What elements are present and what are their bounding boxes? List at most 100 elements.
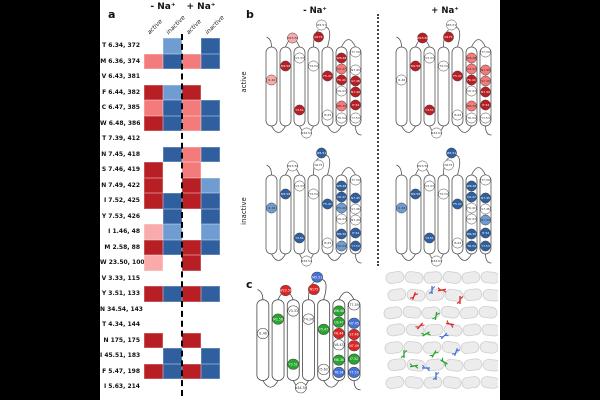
residue-circle-T4.34: T4.34	[302, 313, 315, 325]
svg-text:Y3.51: Y3.51	[289, 362, 298, 366]
heatmap-cell	[182, 379, 201, 395]
svg-text:V6.43: V6.43	[467, 217, 476, 221]
stick-residue	[432, 372, 440, 380]
heatmap-cell	[144, 162, 163, 178]
svg-text:I7.52: I7.52	[482, 103, 490, 107]
svg-text:T7.39: T7.39	[480, 178, 490, 182]
svg-text:V3.33: V3.33	[425, 184, 434, 188]
residue-circle-N175: N175	[308, 283, 320, 295]
heatmap-cell	[201, 177, 220, 193]
svg-text:N7.49: N7.49	[481, 90, 490, 94]
residue-circle-N7.49: N7.49	[348, 340, 360, 352]
svg-text:I7.52: I7.52	[350, 357, 358, 361]
heatmap-cell	[144, 193, 163, 209]
heatmap-cell	[144, 363, 163, 379]
svg-text:W23.50: W23.50	[287, 164, 299, 168]
heatmap-cell	[182, 317, 201, 333]
residue-circle-N175: N175	[443, 159, 454, 171]
heatmap-cell	[182, 332, 201, 348]
col-label-active-1: active	[146, 18, 164, 36]
heatmap-cell	[201, 348, 220, 364]
svg-text:C6.47: C6.47	[334, 320, 344, 324]
svg-text:T4.34: T4.34	[308, 192, 318, 196]
svg-text:W23.50: W23.50	[279, 289, 292, 293]
heatmap-cell	[182, 131, 201, 147]
svg-text:I7.52: I7.52	[352, 231, 360, 235]
svg-text:V3.33: V3.33	[425, 56, 434, 60]
stick-residue	[439, 332, 449, 340]
svg-text:F6.44: F6.44	[337, 78, 345, 82]
heatmap-row-label: M 2.58, 88	[104, 243, 140, 251]
svg-text:M2.58: M2.58	[411, 192, 420, 196]
svg-text:I5.63: I5.63	[320, 368, 328, 372]
panel-b-letter: b	[246, 8, 254, 21]
stick-residue	[432, 311, 440, 321]
residue-circle-I5.63: I5.63	[322, 109, 333, 121]
heatmap-cell	[182, 286, 201, 302]
heatmap-cell	[182, 255, 201, 271]
residue-circle-N175: N175	[313, 159, 324, 171]
svg-text:T6.34: T6.34	[466, 116, 476, 120]
heatmap-row-label: I 45.51, 183	[100, 352, 141, 359]
residue-circle-S7.46: S7.46	[348, 329, 360, 340]
svg-text:T7.39: T7.39	[348, 303, 358, 307]
residue-circle-V3.33: V3.33	[424, 52, 435, 64]
residue-circle-T6.34: T6.34	[336, 240, 347, 252]
svg-text:I1.46: I1.46	[259, 332, 267, 336]
heatmap-row-label: F 5.47, 198	[102, 367, 140, 375]
svg-text:F6.44: F6.44	[334, 332, 343, 336]
svg-text:M6.36: M6.36	[467, 232, 476, 236]
svg-text:W6.48: W6.48	[467, 184, 477, 188]
residue-circle-Y7.53: Y7.53	[480, 112, 491, 124]
svg-text:W6.48: W6.48	[337, 184, 347, 188]
panel-b-header-plus-na: + Na⁺	[431, 6, 459, 16]
stick-residue	[415, 322, 425, 330]
residue-circle-M6.36: M6.36	[466, 100, 477, 112]
residue-circle-F6.44: F6.44	[336, 74, 347, 86]
heatmap-cell	[163, 239, 182, 255]
heatmap-cell	[201, 301, 220, 317]
residue-circle-N7.49: N7.49	[480, 214, 491, 226]
svg-text:T7.39: T7.39	[350, 50, 360, 54]
svg-text:C6.47: C6.47	[337, 195, 346, 199]
residue-circle-T7.39: T7.39	[348, 299, 360, 311]
stick-residue	[456, 296, 464, 304]
residue-circle-F6.44: F6.44	[336, 202, 347, 214]
svg-text:M2.58: M2.58	[411, 64, 420, 68]
svg-text:F5.47: F5.47	[453, 202, 461, 206]
svg-text:M6.36: M6.36	[337, 104, 346, 108]
heatmap-cell	[163, 301, 182, 317]
heatmap-cell	[201, 162, 220, 178]
heatmap-cell	[201, 270, 220, 286]
stick-residue	[440, 357, 448, 367]
heatmap-cell	[163, 53, 182, 69]
heatmap-cell	[163, 131, 182, 147]
svg-text:S7.46: S7.46	[349, 333, 358, 337]
snake-plot-inactive-plus-na: I1.46 M2.58 W23.50 V3.33 Y3.51 N34.54 T4.34 N17…	[395, 147, 492, 267]
svg-text:T7.39: T7.39	[480, 50, 490, 54]
residue-circle-V3.33: V3.33	[287, 305, 300, 317]
svg-text:M2.58: M2.58	[281, 192, 290, 196]
heatmap-cell	[182, 177, 201, 193]
heatmap-cell	[144, 270, 163, 286]
heatmap-cell	[201, 239, 220, 255]
heatmap-row-label: I 5.63, 214	[103, 383, 140, 390]
stick-residue	[409, 363, 419, 369]
svg-text:I45.51: I45.51	[317, 23, 327, 27]
svg-text:N34.54: N34.54	[431, 131, 442, 135]
heatmap-cell	[201, 224, 220, 240]
residue-circle-F6.44: F6.44	[333, 328, 345, 339]
svg-text:N7.49: N7.49	[351, 218, 360, 222]
residue-circle-Y7.53: Y7.53	[480, 240, 491, 252]
residue-circle-F5.47: F5.47	[322, 198, 333, 210]
residue-circle-V6.43: V6.43	[466, 213, 477, 225]
residue-circle-V3.33: V3.33	[294, 180, 305, 192]
heatmap-cell	[182, 146, 201, 162]
residue-circle-W6.48: W6.48	[333, 305, 345, 317]
svg-text:Y7.53: Y7.53	[481, 116, 490, 120]
stick-residue	[429, 350, 439, 358]
residue-circle-N7.45: N7.45	[348, 317, 360, 329]
heatmap-cell	[182, 69, 201, 85]
residue-circle-W23.50: W23.50	[417, 32, 428, 44]
heatmap-cell	[163, 146, 182, 162]
